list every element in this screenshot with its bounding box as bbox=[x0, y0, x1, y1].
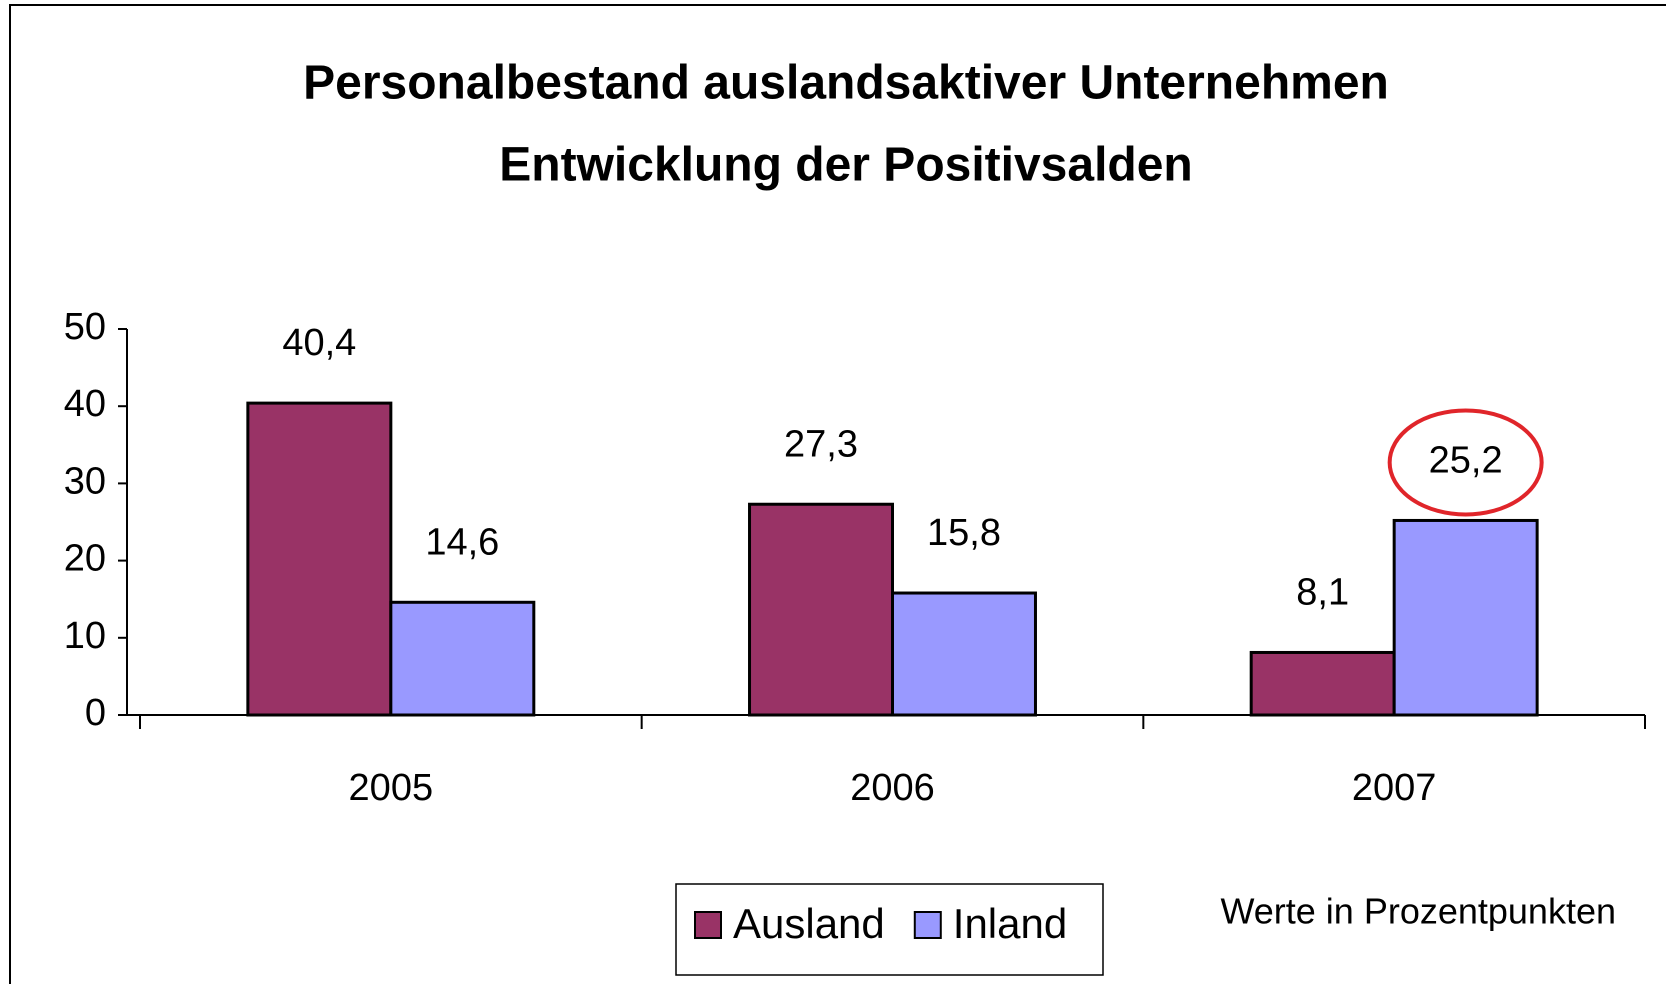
bar bbox=[246, 401, 393, 717]
chart-border bbox=[9, 4, 1666, 984]
legend-label: Inland bbox=[953, 900, 1067, 947]
y-tick-label: 20 bbox=[64, 538, 106, 580]
value-label: 8,1 bbox=[1296, 571, 1349, 613]
bar bbox=[891, 591, 1037, 717]
y-tick-label: 50 bbox=[64, 306, 106, 348]
x-tick-label: 2005 bbox=[349, 767, 434, 809]
bar bbox=[1392, 518, 1539, 717]
annotation: Werte in Prozentpunkten bbox=[1220, 891, 1616, 932]
value-label: 25,2 bbox=[1429, 439, 1503, 481]
value-label: 15,8 bbox=[927, 512, 1001, 554]
legend-swatch bbox=[913, 911, 942, 939]
bar bbox=[1249, 650, 1396, 717]
y-tick-label: 10 bbox=[64, 615, 106, 657]
bar bbox=[389, 600, 536, 717]
legend-swatch bbox=[694, 911, 722, 939]
legend-box bbox=[675, 883, 1104, 976]
bar bbox=[748, 502, 895, 717]
chart-title: Personalbestand auslandsaktiver Unterneh… bbox=[303, 57, 1389, 110]
value-label: 14,6 bbox=[425, 521, 499, 563]
value-label: 27,3 bbox=[784, 423, 858, 465]
legend-label: Ausland bbox=[733, 900, 885, 947]
x-tick-label: 2006 bbox=[850, 767, 935, 809]
highlight-circle bbox=[1387, 408, 1544, 517]
y-tick-label: 0 bbox=[85, 692, 106, 734]
y-tick-label: 40 bbox=[64, 383, 106, 425]
y-tick-label: 30 bbox=[64, 460, 106, 502]
value-label: 40,4 bbox=[282, 322, 356, 364]
x-tick-label: 2007 bbox=[1352, 767, 1437, 809]
chart-subtitle: Entwicklung der Positivsalden bbox=[499, 139, 1193, 192]
